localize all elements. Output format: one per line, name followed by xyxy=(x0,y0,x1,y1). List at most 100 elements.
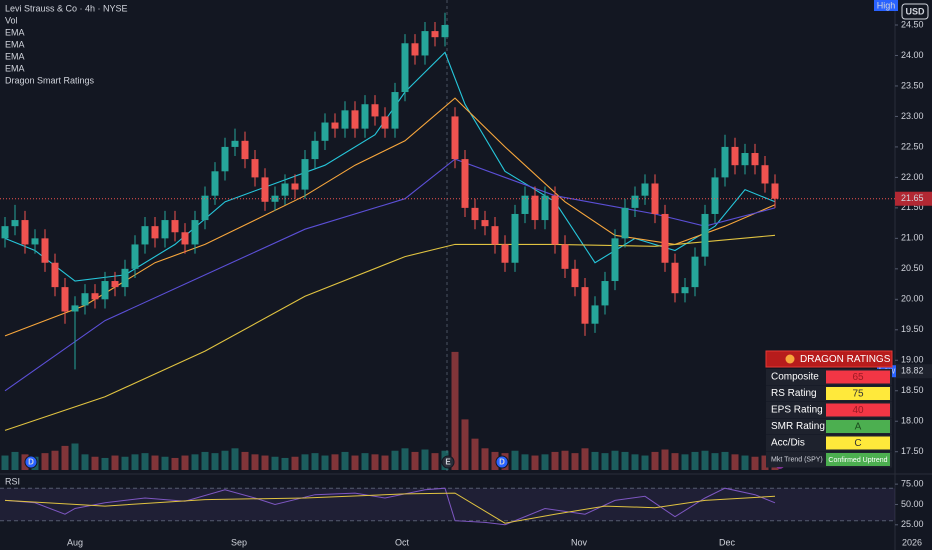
candle-body xyxy=(161,220,169,239)
volume-bar xyxy=(641,455,649,470)
volume-bar xyxy=(251,454,259,470)
last-price-label: 21.65 xyxy=(901,193,924,203)
candle-body xyxy=(101,281,109,300)
candle-body xyxy=(51,262,59,288)
candle-body xyxy=(21,220,29,245)
y-tick-label: 19.50 xyxy=(901,324,924,334)
y-tick-label: 21.00 xyxy=(901,233,924,243)
volume-bar xyxy=(421,449,429,470)
candle-body xyxy=(451,116,459,160)
low-value-badge xyxy=(896,364,932,379)
candle-body xyxy=(571,268,579,288)
candle-body xyxy=(311,140,319,160)
volume-bar xyxy=(371,454,379,470)
y-tick-label: 21.50 xyxy=(901,202,924,212)
volume-bar xyxy=(351,455,359,470)
volume-bar xyxy=(521,454,529,470)
volume-bar xyxy=(181,455,189,470)
last-price-badge xyxy=(895,191,932,206)
volume-bar xyxy=(541,454,549,470)
candle-body xyxy=(501,244,509,263)
y-tick-label: 19.00 xyxy=(901,355,924,365)
ema-line xyxy=(4,97,776,337)
candle-body xyxy=(551,195,559,245)
y-tick-label: 23.50 xyxy=(901,80,924,90)
x-tick-label: Dec xyxy=(719,537,736,547)
candle-body xyxy=(531,195,539,221)
rating-cell xyxy=(826,370,890,384)
volume-bar xyxy=(311,453,319,470)
volume-bar xyxy=(1,455,9,470)
volume-bar xyxy=(691,451,699,470)
rating-label: Acc/Dis xyxy=(771,438,805,449)
candle-body xyxy=(1,226,9,239)
candle-body xyxy=(701,213,709,257)
volume-bar xyxy=(61,445,69,470)
candle-body xyxy=(491,226,499,245)
candle-body xyxy=(591,305,599,324)
volume-bar xyxy=(741,455,749,470)
rating-value: 65 xyxy=(852,372,864,383)
candle-body xyxy=(191,220,199,245)
volume-bar xyxy=(411,451,419,470)
volume-bar xyxy=(701,450,709,470)
volume-bar xyxy=(101,457,109,470)
candle-body xyxy=(351,110,359,129)
volume-bar xyxy=(171,457,179,470)
candle-body xyxy=(121,268,129,288)
candle-body xyxy=(561,244,569,269)
volume-bar xyxy=(751,456,759,470)
ratings-header xyxy=(765,350,893,368)
volume-bar xyxy=(71,443,79,470)
volume-bar xyxy=(391,450,399,470)
candle-body xyxy=(671,262,679,294)
rating-label: Composite xyxy=(771,372,819,383)
candle-body xyxy=(741,153,749,166)
y-tick-label: 22.50 xyxy=(901,141,924,151)
candle-body xyxy=(271,195,279,202)
ema-line xyxy=(4,158,776,392)
volume-bar xyxy=(51,450,59,470)
candle-body xyxy=(631,195,639,208)
volume-bar xyxy=(211,453,219,470)
volume-bar xyxy=(721,451,729,470)
candle-body xyxy=(471,207,479,221)
candle-body xyxy=(131,244,139,269)
volume-bar xyxy=(151,455,159,470)
volume-bar xyxy=(91,456,99,470)
rsi-tick-label: 25.00 xyxy=(901,519,924,529)
candle-body xyxy=(11,220,19,227)
legend-entry: EMA xyxy=(5,39,25,49)
volume-bar xyxy=(451,351,459,470)
volume-bar xyxy=(571,453,579,470)
volume-bar xyxy=(601,453,609,470)
rating-cell xyxy=(826,403,890,417)
volume-bar xyxy=(291,456,299,470)
legend-entry: Dragon Smart Ratings xyxy=(5,75,95,85)
volume-bar xyxy=(651,451,659,470)
volume-bar xyxy=(191,454,199,470)
candle-body xyxy=(761,165,769,184)
candle-body xyxy=(541,195,549,221)
candle-body xyxy=(521,195,529,214)
volume-bar xyxy=(481,448,489,470)
volume-bar xyxy=(281,457,289,470)
volume-bar xyxy=(661,449,669,470)
high-badge xyxy=(874,0,898,11)
volume-bar xyxy=(11,451,19,470)
candle-body xyxy=(681,287,689,294)
candle-body xyxy=(31,238,39,245)
currency-button[interactable] xyxy=(901,3,929,20)
candle-body xyxy=(361,104,369,129)
rsi-tick-label: 75.00 xyxy=(901,479,924,489)
candle-body xyxy=(581,287,589,324)
currency[interactable]: USD xyxy=(905,6,925,16)
volume-bar xyxy=(491,451,499,470)
candle-body xyxy=(151,226,159,239)
rating-cell xyxy=(826,453,890,466)
y-tick-label: 18.00 xyxy=(901,416,924,426)
volume-bar xyxy=(161,456,169,470)
candle-body xyxy=(71,305,79,312)
y-tick-label: 24.50 xyxy=(901,19,924,29)
